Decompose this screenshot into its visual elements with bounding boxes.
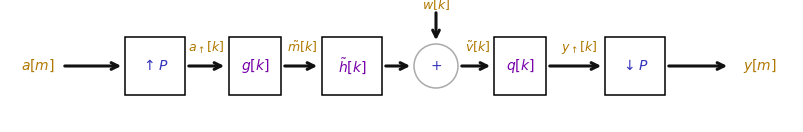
Bar [124,37,185,95]
Text: $+$: $+$ [430,59,442,73]
Text: $\downarrow P$: $\downarrow P$ [621,59,648,73]
Text: $y[m]$: $y[m]$ [742,57,776,75]
Text: $\tilde{w}[k]$: $\tilde{w}[k]$ [422,0,450,13]
Text: $\tilde{v}[k]$: $\tilde{v}[k]$ [465,40,490,55]
Bar [604,37,664,95]
Text: $g[k]$: $g[k]$ [240,57,269,75]
Text: $a_{\uparrow}[k]$: $a_{\uparrow}[k]$ [188,39,225,56]
Bar [229,37,281,95]
Bar [493,37,545,95]
Text: $\uparrow P$: $\uparrow P$ [141,58,169,74]
Text: $a[m]$: $a[m]$ [21,58,55,74]
Text: $\tilde{m}[k]$: $\tilde{m}[k]$ [287,40,316,55]
Text: $\tilde{h}[k]$: $\tilde{h}[k]$ [337,56,366,76]
Text: $y_{\uparrow}[k]$: $y_{\uparrow}[k]$ [560,39,597,56]
Text: $q[k]$: $q[k]$ [505,57,534,75]
Bar [321,37,381,95]
